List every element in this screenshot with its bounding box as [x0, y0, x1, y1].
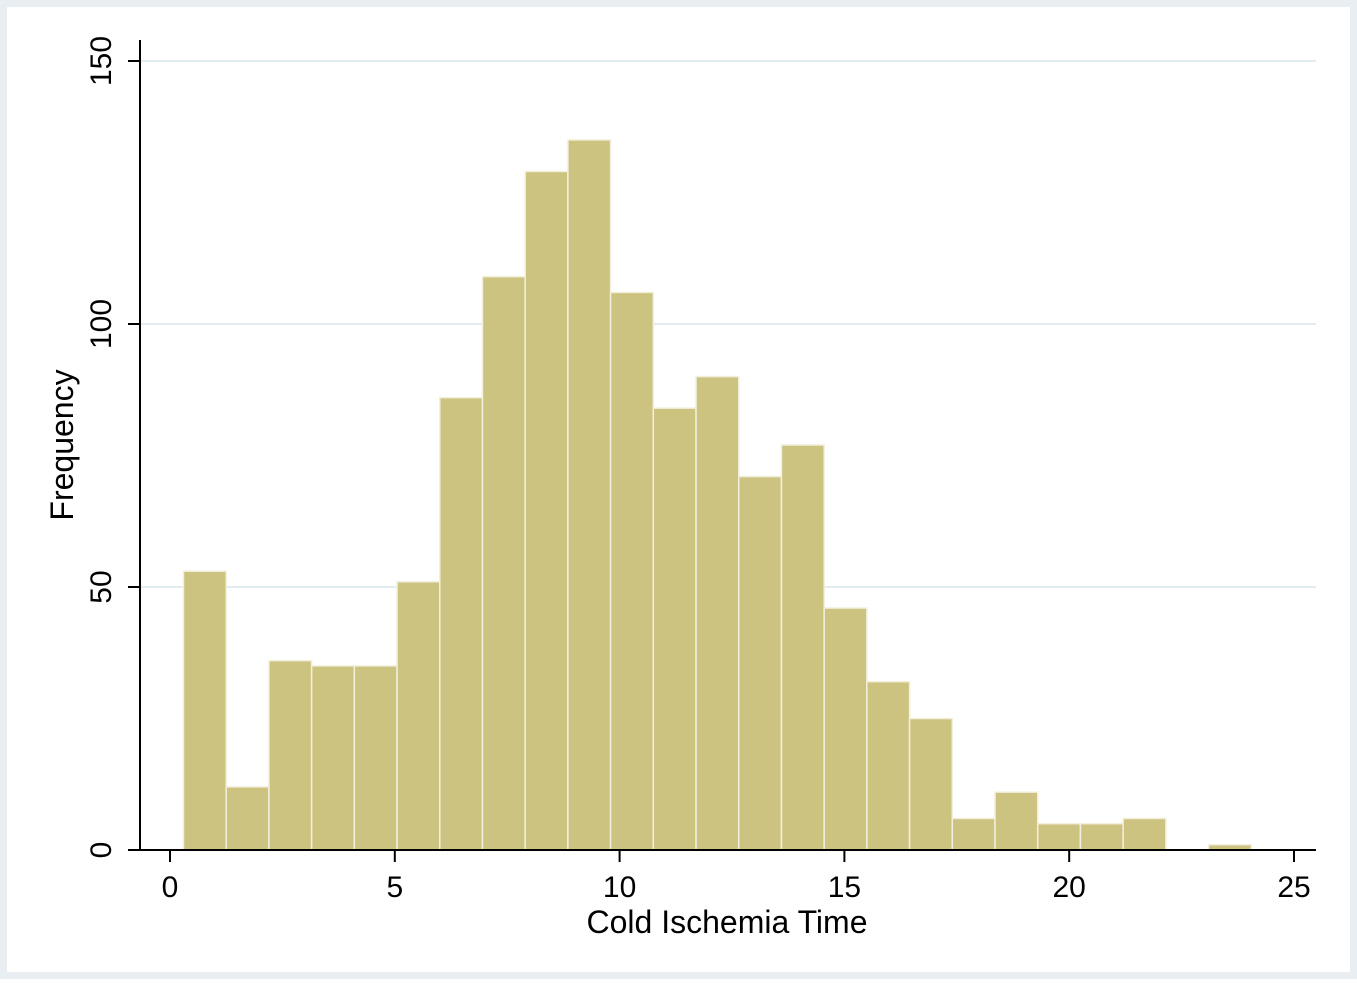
x-tick-label: 15 [828, 871, 861, 904]
histogram-bar [524, 170, 569, 851]
y-axis-ticks: 0 50 100 150 [85, 36, 140, 858]
histogram-bar [225, 786, 270, 851]
histogram-bar [695, 375, 740, 851]
histogram-bar [1122, 817, 1167, 851]
x-tick-label: 5 [386, 871, 403, 904]
histogram-bar [481, 275, 526, 851]
histogram-bar [1079, 822, 1124, 851]
y-axis-label: Frequency [44, 369, 80, 520]
y-tick-label: 0 [85, 842, 118, 859]
histogram-bar [310, 665, 356, 851]
x-axis-ticks: 0 5 10 15 20 25 [162, 850, 1311, 904]
histogram-bar [908, 717, 954, 851]
histogram-bar [652, 407, 697, 851]
x-tick-label: 20 [1053, 871, 1086, 904]
x-tick-label: 25 [1277, 871, 1310, 904]
axes [139, 40, 1316, 851]
x-tick-label: 0 [162, 871, 179, 904]
histogram-bar [396, 580, 441, 851]
histogram-bar [567, 139, 612, 851]
x-tick-label: 10 [603, 871, 636, 904]
histogram-bar [609, 291, 655, 851]
histogram-bar [994, 791, 1039, 851]
histogram-bar [1036, 822, 1082, 851]
histogram-bar [182, 570, 227, 851]
histogram-bar [866, 680, 911, 851]
x-axis-label: Cold Ischemia Time [587, 904, 868, 940]
histogram-bar [823, 607, 868, 851]
bars [182, 139, 1253, 851]
y-tick-label: 100 [85, 299, 118, 349]
histogram-bar [353, 665, 398, 851]
histogram-bar [439, 396, 484, 851]
y-tick-label: 150 [85, 36, 118, 86]
histogram-bar [268, 659, 313, 851]
histogram-bar [780, 444, 825, 851]
histogram-bar [951, 817, 996, 851]
histogram-bar [737, 475, 783, 851]
y-tick-label: 50 [85, 570, 118, 603]
